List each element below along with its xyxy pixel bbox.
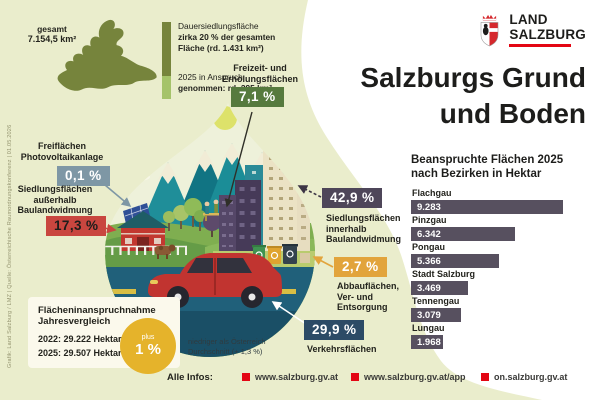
callout-photovoltaik-value: 0,1 % xyxy=(57,166,110,186)
salzburg-map-icon xyxy=(57,19,157,91)
logo-line1: LAND xyxy=(509,12,548,27)
comparison-note: niedriger als Österreich Durchschnitt (+… xyxy=(188,337,288,357)
legend-line: 2025 in Anspruch xyxy=(178,72,243,82)
callout-siedlung-innerhalb-value: 42,9 % xyxy=(322,188,383,208)
chart-bar: 1.968 xyxy=(411,335,443,349)
label-line: Ver- und xyxy=(337,291,374,302)
comparison-row-2025: 2025: 29.507 Hektar xyxy=(38,347,122,358)
chart-row: Tennengau 3.079 xyxy=(411,296,587,322)
red-square-bullet-icon xyxy=(481,373,489,381)
area-ratio-bar-used xyxy=(162,76,171,99)
callout-abbau-value: 2,7 % xyxy=(334,257,387,277)
chart-category-label: Stadt Salzburg xyxy=(412,269,476,279)
callout-freizeit-label: Freizeit- und Erholungsflächen xyxy=(205,63,315,84)
logo-underline xyxy=(509,44,572,47)
footer-label: Alle Infos: xyxy=(167,372,213,383)
legend-line: Dauersiedlungsfläche xyxy=(178,21,259,31)
label-line: Abbauflächen, xyxy=(337,281,400,291)
total-value: 7.154,5 km² xyxy=(27,34,77,44)
total-label: gesamt xyxy=(37,24,67,34)
label-line: Erholungsflächen xyxy=(221,73,298,84)
red-square-bullet-icon xyxy=(242,373,250,381)
label-line: Baulandwidmung xyxy=(17,205,93,215)
callout-verkehr-label: Verkehrsflächen xyxy=(307,344,377,355)
chart-bar: 6.342 xyxy=(411,227,515,241)
footer-link-text: www.salzburg.gv.at/app xyxy=(364,372,466,382)
logo-line2: SALZBURG xyxy=(509,26,586,42)
chart-row: Stadt Salzburg 3.469 xyxy=(411,269,587,295)
legend-line: zirka 20 % der gesamten xyxy=(178,32,276,43)
callout-siedlung-innerhalb-label: Siedlungsflächen innerhalb Baulandwidmun… xyxy=(326,213,401,245)
note-line: Durchschnitt (+ 1,3 %) xyxy=(188,347,263,356)
chart-bar-value: 3.469 xyxy=(417,282,441,294)
page-title: Salzburgs Grund und Boden xyxy=(360,62,586,129)
credit-text: Grafik: Land Salzburg / LMZ | Quelle: Ös… xyxy=(7,124,13,368)
badge-small-text: plus xyxy=(141,334,155,341)
footer-link-social: on.salzburg.gv.at xyxy=(481,372,567,382)
chart-category-label: Lungau xyxy=(412,323,445,333)
callout-siedlung-ausserhalb-value: 17,3 % xyxy=(46,216,107,236)
chart-bar-value: 9.283 xyxy=(417,201,441,213)
callout-siedlung-ausserhalb-label: Siedlungsflächen außerhalb Baulandwidmun… xyxy=(5,184,105,216)
chart-bar-value: 5.366 xyxy=(417,255,441,267)
chart-category-label: Pongau xyxy=(412,242,445,252)
footer-link-text: www.salzburg.gv.at xyxy=(255,372,339,382)
coat-of-arms-icon xyxy=(481,14,499,47)
label-line: Verkehrsflächen xyxy=(307,344,377,354)
legend-dauersiedlungsflaeche: Dauersiedlungsfläche zirka 20 % der gesa… xyxy=(178,21,323,55)
callout-photovoltaik-label: Freiflächen Photovoltaikanlage xyxy=(12,141,112,162)
footer-link-app: www.salzburg.gv.at/app xyxy=(351,372,466,382)
total-area: gesamt 7.154,5 km² xyxy=(10,24,94,44)
plus-one-percent-badge: plus 1 % xyxy=(120,318,176,374)
chart-bar: 5.366 xyxy=(411,254,499,268)
cloud-icon xyxy=(120,172,150,182)
comparison-row-2022: 2022: 29.222 Hektar xyxy=(38,334,122,344)
chart-row: Pinzgau 6.342 xyxy=(411,215,587,241)
legend-line: Fläche (rd. 1.431 km²) xyxy=(178,43,264,54)
badge-value: 1 % xyxy=(135,341,161,358)
label-line: Freizeit- und xyxy=(233,63,287,73)
label-line: Entsorgung xyxy=(337,302,388,312)
district-bar-chart: Beanspruchte Flächen 2025 nach Bezirken … xyxy=(411,153,587,350)
chart-category-label: Pinzgau xyxy=(412,215,447,225)
chart-bar: 3.469 xyxy=(411,281,468,295)
legend-2025-anspruch: 2025 in Anspruch genommen: rd. 295 km² xyxy=(178,72,323,94)
label-line: Photovoltaikanlage xyxy=(20,151,104,162)
area-ratio-bar xyxy=(162,22,171,99)
land-salzburg-logo: LAND SALZBURG xyxy=(477,12,586,47)
callout-freizeit-value: 7,1 % xyxy=(231,87,284,107)
chart-category-label: Tennengau xyxy=(412,296,460,306)
chart-row: Flachgau 9.283 xyxy=(411,188,587,214)
callout-abbau-label: Abbauflächen, Ver- und Entsorgung xyxy=(337,281,399,313)
legend-line: genommen: rd. 295 km² xyxy=(178,83,273,94)
area-ratio-bar-total xyxy=(162,22,171,76)
chart-bar-value: 3.079 xyxy=(417,309,441,321)
chart-row: Pongau 5.366 xyxy=(411,242,587,268)
chart-bar: 3.079 xyxy=(411,308,461,322)
chart-bar-value: 6.342 xyxy=(417,228,441,240)
chart-bar-value: 1.968 xyxy=(417,336,441,348)
footer-link-web: www.salzburg.gv.at xyxy=(242,372,338,382)
chart-category-label: Flachgau xyxy=(412,188,452,198)
chart-bar: 9.283 xyxy=(411,200,563,214)
label-line: außerhalb xyxy=(33,194,77,205)
callout-verkehr-value: 29,9 % xyxy=(304,320,365,340)
comparison-title: Jahresvergleich xyxy=(38,316,111,327)
label-line: Siedlungsflächen xyxy=(326,213,401,223)
chart-title: Beanspruchte Flächen 2025 nach Bezirken … xyxy=(411,154,564,180)
comparison-title: Flächeninanspruchnahme xyxy=(38,305,156,316)
label-line: Baulandwidmung xyxy=(326,234,401,244)
sun-icon xyxy=(213,106,237,130)
chart-row: Lungau 1.968 xyxy=(411,323,587,349)
footer-link-text: on.salzburg.gv.at xyxy=(494,372,568,382)
cow-icon xyxy=(155,244,176,259)
label-line: Siedlungsflächen xyxy=(17,184,93,194)
red-square-bullet-icon xyxy=(351,373,359,381)
note-line: niedriger als Österreich xyxy=(188,337,266,346)
label-line: innerhalb xyxy=(326,223,367,234)
label-line: Freiflächen xyxy=(37,141,86,151)
